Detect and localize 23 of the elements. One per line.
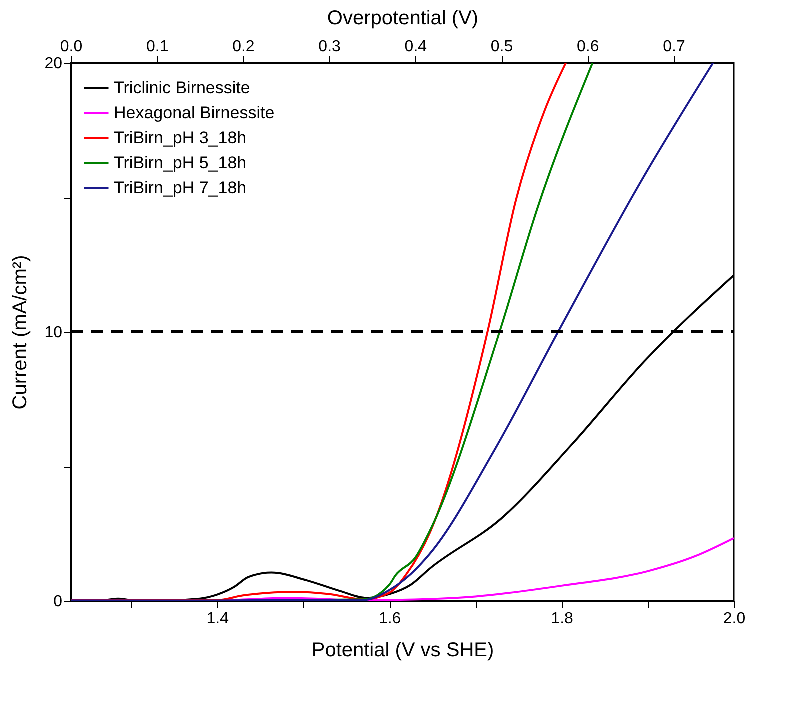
x2-tick-label: 0.4 [404,38,428,56]
x-tick-label: 1.8 [551,610,574,628]
x-tick-label: 2.0 [723,610,746,628]
x-tick-label: 1.4 [206,610,230,628]
legend-label: Triclinic Birnessite [114,78,250,98]
x2-tick-label: 0.3 [318,38,342,56]
x2-axis-title: Overpotential (V) [327,8,479,30]
x2-tick-label: 0.2 [232,38,255,56]
y-tick-label: 10 [44,324,63,342]
legend-label: TriBirn_pH 7_18h [114,178,247,198]
y-tick-label: 0 [54,594,63,610]
x-tick-label: 1.6 [378,610,402,628]
legend-label: Hexagonal Birnessite [114,104,275,122]
y-tick-label: 20 [44,56,63,72]
x2-tick-label: 0.7 [663,38,686,56]
x-axis-title: Potential (V vs SHE) [312,640,494,662]
y-axis-title: Current (mA/cm²) [10,255,32,410]
x2-tick-label: 0.0 [60,38,83,56]
x2-tick-label: 0.1 [146,38,169,56]
legend-label: TriBirn_pH 3_18h [114,128,247,148]
x2-tick-label: 0.6 [577,38,600,56]
x2-tick-label: 0.5 [490,38,514,56]
legend-label: TriBirn_pH 5_18h [114,154,247,172]
